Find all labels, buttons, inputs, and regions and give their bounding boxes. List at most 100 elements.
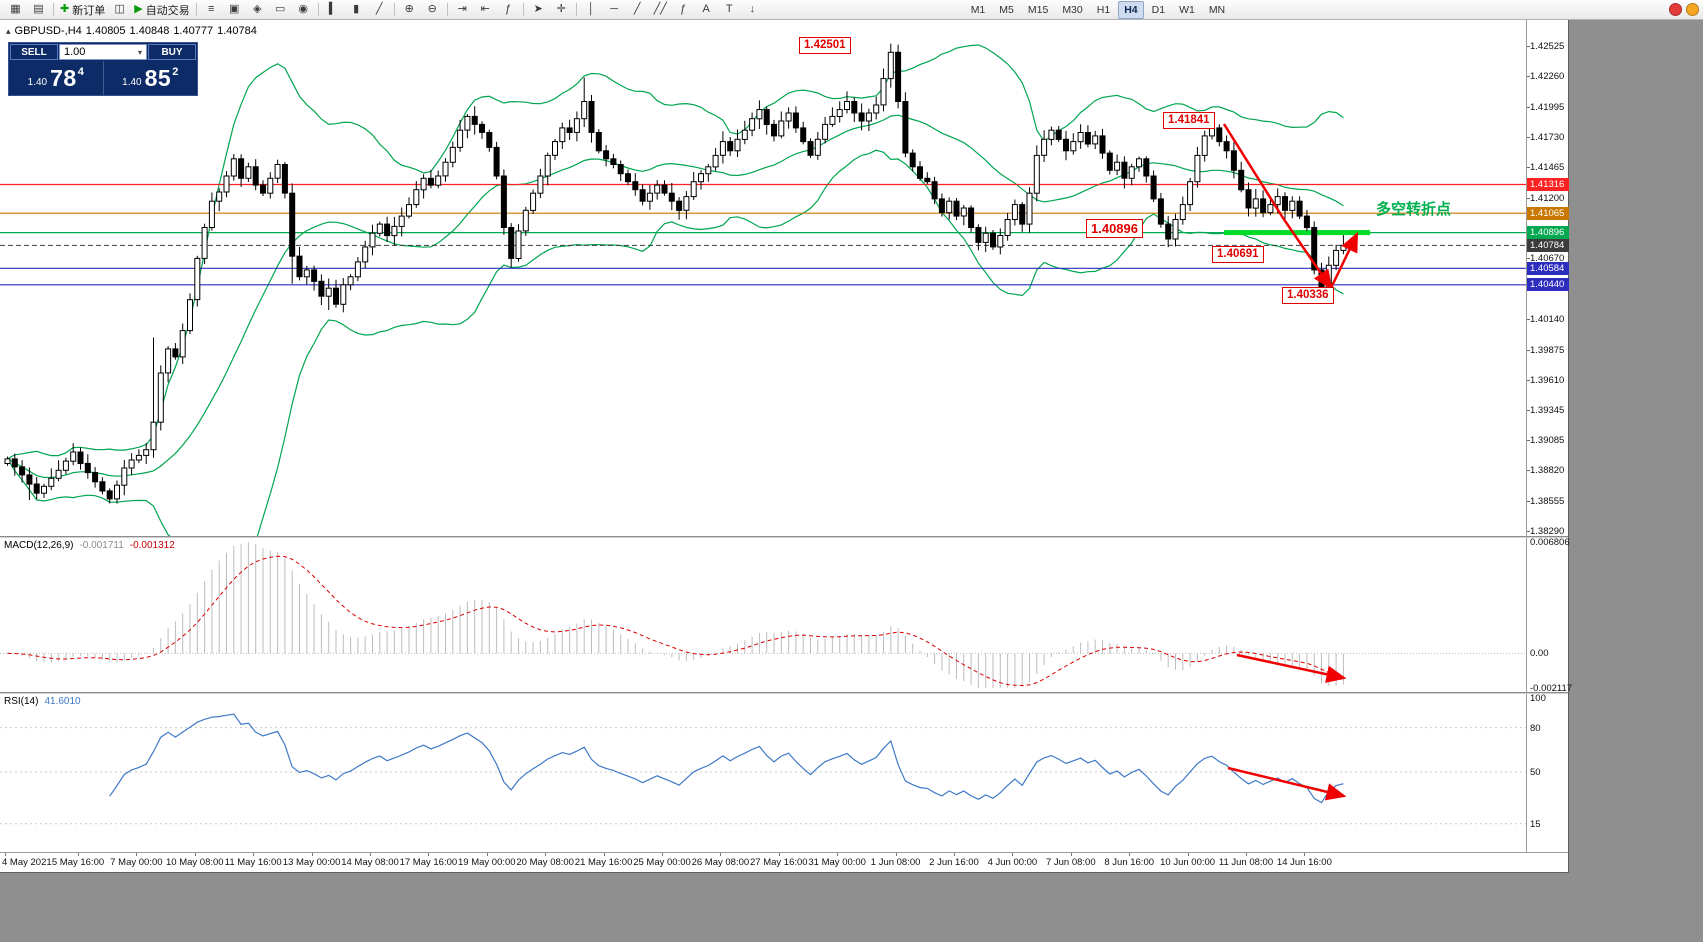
- text-button[interactable]: A: [695, 0, 718, 19]
- period-button-m5[interactable]: M5: [999, 3, 1014, 16]
- rsi-indicator-label: RSI(14) 41.6010: [4, 696, 81, 707]
- time-tick-mark: [662, 853, 663, 856]
- period-button-m1[interactable]: M1: [970, 3, 986, 16]
- trend-arrow[interactable]: [1222, 123, 1333, 291]
- rsi-panel[interactable]: [0, 694, 1526, 852]
- zoom-in-button[interactable]: ⊕: [398, 0, 421, 19]
- trend-arrow[interactable]: [1236, 653, 1347, 683]
- time-axis: 4 May 2021 5 May 16:00 7 May 00:00 10 May 0…: [0, 852, 1568, 872]
- level-price-tag: 1.41065: [1527, 206, 1569, 220]
- time-tick-mark: [895, 853, 897, 856]
- time-tick-mark: [954, 853, 955, 856]
- price-tick-mark: [1527, 76, 1530, 78]
- price-tick-mark: [1527, 470, 1530, 472]
- bid-price-big: 78: [50, 64, 77, 91]
- line-chart-button[interactable]: ╱: [368, 0, 391, 19]
- macd-panel[interactable]: [0, 538, 1526, 692]
- chart-window-button[interactable]: ◫: [108, 0, 131, 19]
- price-tick-label: 1.42525: [1530, 41, 1565, 52]
- data-window-button[interactable]: ▣: [223, 0, 246, 19]
- price-tick-label: 1.39610: [1530, 374, 1565, 386]
- ask-price-button[interactable]: 1.40 85 2: [104, 61, 198, 95]
- news-badge[interactable]: [1669, 3, 1682, 16]
- period-button-mn[interactable]: MN: [1208, 3, 1226, 16]
- price-tick-label: 1.38290: [1530, 526, 1565, 537]
- promo-badge[interactable]: [1686, 3, 1699, 16]
- price-annotation-box[interactable]: 1.40691: [1212, 246, 1264, 263]
- fibonacci-icon: ƒ: [680, 3, 687, 15]
- main-chart-panel[interactable]: [0, 20, 1526, 536]
- price-annotation-box[interactable]: 1.42501: [799, 37, 851, 54]
- trend-arrow[interactable]: [1227, 766, 1347, 801]
- lot-size-input[interactable]: 1.00 ▾: [59, 44, 147, 60]
- period-toolbar: M1 M5 M15 M30 H1 H4 D1 W1 MN: [964, 0, 1232, 19]
- period-button-h4[interactable]: H4: [1118, 0, 1144, 19]
- navigator-button[interactable]: ◈: [246, 0, 269, 19]
- lot-dropdown-arrow-icon[interactable]: ▾: [137, 47, 142, 57]
- rsi-line: [109, 713, 1344, 804]
- time-tick-label: 14 May 08:00: [341, 857, 399, 868]
- candlestick-series: [4, 43, 1347, 504]
- trendline-button[interactable]: ╱: [626, 0, 649, 19]
- zoom-out-button[interactable]: ⊖: [421, 0, 444, 19]
- price-annotation-box[interactable]: 1.41841: [1163, 112, 1215, 129]
- candlestick-chart-button[interactable]: ▮: [345, 0, 368, 19]
- time-tick-mark: [778, 853, 780, 856]
- chart-shift-button[interactable]: ⇤: [474, 0, 497, 19]
- indicators-button[interactable]: ƒ: [497, 0, 520, 19]
- cursor-button[interactable]: ➤: [527, 0, 550, 19]
- panel-splitter[interactable]: [0, 692, 1568, 694]
- period-button-h1[interactable]: H1: [1096, 3, 1111, 16]
- arrows-button[interactable]: ↓: [741, 0, 764, 19]
- bid-price-button[interactable]: 1.40 78 4: [9, 61, 103, 95]
- support-zone-highlight[interactable]: [1224, 230, 1371, 236]
- time-tick-mark: [1187, 853, 1189, 856]
- ask-price-pip: 2: [172, 66, 179, 78]
- panel-splitter[interactable]: [0, 536, 1568, 538]
- macd-axis-label: 0.006806: [1530, 537, 1570, 548]
- chart-window[interactable]: 1.42525 1.42260 1.41995 1.41730 1.41465 1.412…: [0, 20, 1572, 873]
- bar-chart-button[interactable]: ▍: [322, 0, 345, 19]
- trend-arrow[interactable]: [1329, 231, 1359, 289]
- new-chart-button[interactable]: ▦: [4, 0, 27, 19]
- bollinger-band-upper: [7, 44, 1344, 460]
- buy-button[interactable]: BUY: [148, 44, 196, 60]
- time-tick-mark: [837, 853, 839, 856]
- period-button-m30[interactable]: M30: [1062, 3, 1083, 16]
- vertical-line-icon: │: [587, 3, 595, 15]
- chart-shift-icon: ⇤: [480, 3, 490, 15]
- time-tick-label: 10 Jun 00:00: [1160, 857, 1216, 868]
- trendline-icon: ╱: [633, 3, 641, 15]
- text-label-icon: T: [725, 3, 733, 15]
- fibonacci-button[interactable]: ƒ: [672, 0, 695, 19]
- price-tick-mark: [1527, 258, 1530, 260]
- new-order-button[interactable]: ✚ 新订单: [57, 0, 108, 19]
- price-tick-label: 1.38555: [1530, 495, 1565, 507]
- time-tick-label: 7 Jun 08:00: [1045, 857, 1096, 868]
- ask-price-big: 85: [144, 64, 172, 91]
- period-button-d1[interactable]: D1: [1151, 3, 1166, 16]
- market-watch-button[interactable]: ≡: [200, 0, 223, 19]
- one-click-toggle[interactable]: ▴: [6, 26, 11, 36]
- price-annotation-box[interactable]: 1.40336: [1282, 287, 1334, 304]
- strategy-tester-button[interactable]: ◉: [292, 0, 315, 19]
- terminal-button[interactable]: ▭: [269, 0, 292, 19]
- chart-window-icon: ◫: [114, 3, 125, 15]
- period-button-w1[interactable]: W1: [1179, 3, 1195, 16]
- vertical-line-button[interactable]: │: [580, 0, 603, 19]
- workspace: 1.42525 1.42260 1.41995 1.41730 1.41465 1.412…: [0, 20, 1703, 942]
- price-tick-label: 1.40140: [1530, 314, 1565, 326]
- sell-button[interactable]: SELL: [10, 44, 58, 60]
- price-annotation-box[interactable]: 1.40896: [1086, 219, 1143, 238]
- autotrading-button[interactable]: ▶ 自动交易: [131, 0, 192, 19]
- horizontal-line-button[interactable]: ─: [603, 0, 626, 19]
- text-label-button[interactable]: T: [718, 0, 741, 19]
- equidistant-channel-button[interactable]: ╱╱: [649, 0, 672, 19]
- auto-scroll-button[interactable]: ⇥: [451, 0, 474, 19]
- turning-point-note[interactable]: 多空转折点: [1376, 201, 1452, 218]
- crosshair-button[interactable]: ✛: [550, 0, 573, 19]
- profiles-button[interactable]: ▤: [27, 0, 50, 19]
- time-tick-label: 4 May 2021: [2, 857, 52, 868]
- time-tick-mark: [1129, 853, 1131, 856]
- period-button-m15[interactable]: M15: [1027, 3, 1049, 16]
